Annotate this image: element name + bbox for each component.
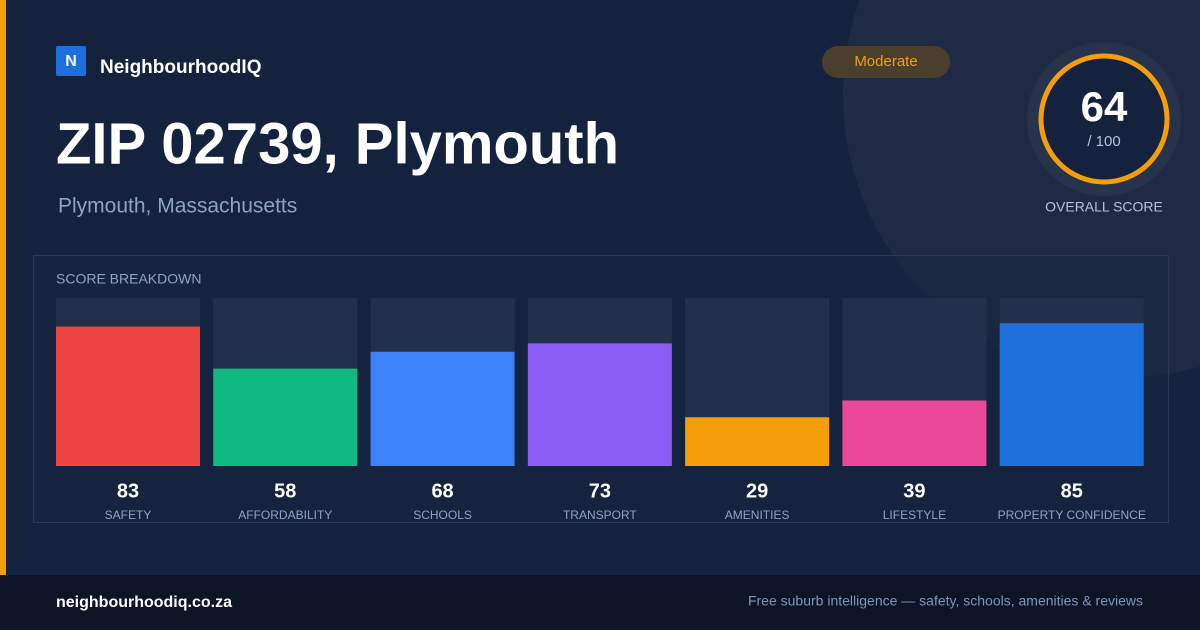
value-label: 68 xyxy=(431,480,453,502)
accent-bar xyxy=(0,0,6,575)
value-label: 29 xyxy=(746,480,768,502)
value-label: 73 xyxy=(589,480,611,502)
bar xyxy=(685,417,830,466)
value-label: 39 xyxy=(903,480,925,502)
category-label: TRANSPORT xyxy=(563,508,637,522)
badge-text: Moderate xyxy=(854,53,917,70)
score-value: 64 xyxy=(1081,83,1128,130)
bar xyxy=(999,323,1144,466)
breakdown-title: SCORE BREAKDOWN xyxy=(56,271,201,287)
category-label: PROPERTY CONFIDENCE xyxy=(998,508,1146,522)
logo-box xyxy=(56,46,86,76)
score-ring xyxy=(1038,53,1170,185)
brand: NeighbourhoodIQ xyxy=(100,57,261,78)
badge xyxy=(822,46,950,78)
category-label: LIFESTYLE xyxy=(883,508,946,522)
score-label: OVERALL SCORE xyxy=(1045,199,1163,215)
subtitle: Plymouth, Massachusetts xyxy=(58,195,297,218)
bar xyxy=(56,326,200,466)
bar xyxy=(527,343,672,466)
category-label: SAFETY xyxy=(105,508,152,522)
footer-tagline: Free suburb intelligence — safety, schoo… xyxy=(748,593,1143,609)
bar xyxy=(842,400,987,466)
value-label: 83 xyxy=(117,480,139,502)
bar xyxy=(370,351,515,466)
value-label: 85 xyxy=(1061,480,1083,502)
category-label: SCHOOLS xyxy=(413,508,472,522)
footer-site: neighbourhoodiq.co.za xyxy=(56,594,232,611)
category-label: AMENITIES xyxy=(725,508,790,522)
score-out-of: / 100 xyxy=(1087,133,1120,150)
footer-bg xyxy=(0,575,1200,630)
title: ZIP 02739, Plymouth xyxy=(56,111,619,176)
logo-letter: N xyxy=(65,53,77,70)
category-label: AFFORDABILITY xyxy=(238,508,332,522)
bar xyxy=(213,368,358,466)
value-label: 58 xyxy=(274,480,296,502)
